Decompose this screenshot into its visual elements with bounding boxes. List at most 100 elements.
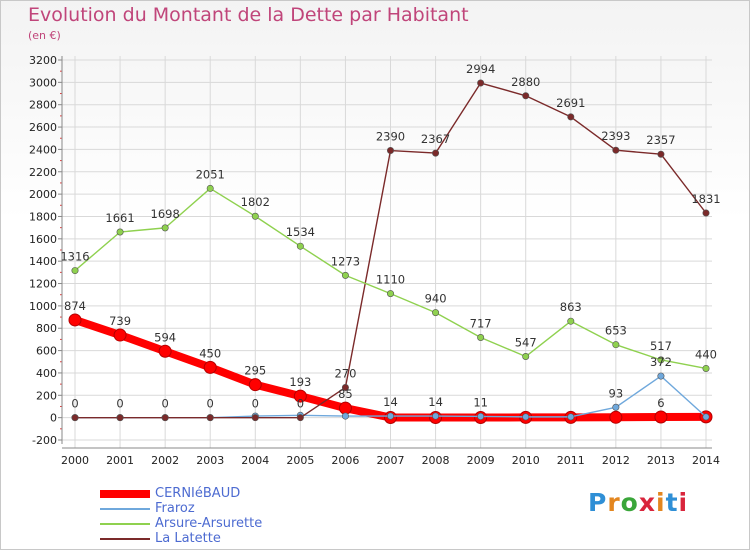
axis-layer: 3200300028002600240022002000180016001400…	[29, 54, 720, 467]
data-label: 1316	[60, 250, 89, 264]
x-tick-label: 2009	[467, 454, 495, 467]
y-tick-label: 2600	[29, 121, 57, 134]
series-point	[657, 356, 665, 364]
x-tick-label: 2014	[692, 454, 720, 467]
series-point	[567, 413, 575, 421]
data-label: 0	[116, 397, 123, 411]
series-point	[567, 317, 575, 325]
data-label: 717	[470, 317, 492, 331]
series-point	[71, 414, 79, 422]
x-tick-label: 2002	[151, 454, 179, 467]
data-label: 440	[695, 347, 717, 361]
y-tick-label: -200	[32, 434, 57, 447]
series-point	[657, 150, 665, 158]
data-label: 653	[605, 324, 627, 338]
y-tick-label: 0	[50, 412, 57, 425]
data-label: 2051	[196, 167, 225, 181]
legend-swatch	[100, 537, 150, 540]
series-point	[386, 147, 394, 155]
data-label: 270	[334, 366, 356, 380]
legend-label: CERNIéBAUD	[155, 486, 241, 501]
series-point	[702, 364, 710, 372]
series-point	[113, 328, 127, 342]
series-point	[341, 383, 349, 391]
data-label: 0	[297, 397, 304, 411]
x-tick-label: 2011	[557, 454, 585, 467]
x-tick-label: 2001	[106, 454, 134, 467]
y-tick-label: 200	[36, 389, 57, 402]
data-label: 372	[650, 355, 672, 369]
data-label: 2691	[556, 96, 585, 110]
x-tick-label: 2005	[286, 454, 314, 467]
series-point	[206, 414, 214, 422]
series-point	[251, 414, 259, 422]
series-point	[477, 334, 485, 342]
data-label: 594	[154, 330, 176, 344]
series-point	[702, 413, 710, 421]
series-point	[612, 403, 620, 411]
proxiti-logo: Proxiti	[588, 488, 689, 517]
y-tick-label: 1000	[29, 300, 57, 313]
series-point	[432, 149, 440, 157]
chart-unit-label: (en €)	[28, 29, 61, 42]
x-tick-label: 2006	[331, 454, 359, 467]
data-label: 1831	[691, 192, 720, 206]
y-tick-label: 400	[36, 367, 57, 380]
series-point	[567, 113, 575, 121]
data-label: 2880	[511, 75, 540, 89]
series-point	[251, 212, 259, 220]
series-point	[386, 290, 394, 298]
y-tick-label: 2400	[29, 143, 57, 156]
legend-label: La Latette	[155, 531, 221, 546]
series-point	[341, 412, 349, 420]
data-label: 517	[650, 339, 672, 353]
data-label: 863	[560, 300, 582, 314]
data-label: 193	[289, 375, 311, 389]
y-tick-label: 1600	[29, 233, 57, 246]
series-point	[296, 242, 304, 250]
series-point	[654, 410, 668, 424]
x-tick-label: 2000	[61, 454, 89, 467]
series-point	[522, 92, 530, 100]
data-label: 739	[109, 314, 131, 328]
series-point	[702, 209, 710, 217]
series-point	[612, 341, 620, 349]
y-tick-label: 1400	[29, 255, 57, 268]
data-label: 85	[338, 387, 353, 401]
data-label: 14	[428, 395, 443, 409]
legend-label: Arsure-Arsurette	[155, 516, 263, 531]
data-label-layer: 874 739 594 450 295 193 85 6 14 14 11 93 372 1316 1661…	[60, 62, 720, 411]
data-label: 1273	[331, 254, 360, 268]
series-point	[432, 412, 440, 420]
data-label: 2367	[421, 132, 450, 146]
x-tick-label: 2007	[377, 454, 405, 467]
data-label: 874	[64, 299, 86, 313]
series-point	[203, 360, 217, 374]
series-point	[293, 389, 307, 403]
y-tick-label: 600	[36, 345, 57, 358]
data-label: 940	[425, 292, 447, 306]
data-label: 1534	[286, 225, 315, 239]
y-tick-label: 2200	[29, 166, 57, 179]
data-label: 450	[199, 346, 221, 360]
page-title: Evolution du Montant de la Dette par Hab…	[28, 4, 469, 26]
data-label: 6	[657, 396, 664, 410]
series-point	[158, 344, 172, 358]
y-tick-label: 1800	[29, 210, 57, 223]
y-tick-label: 3200	[29, 54, 57, 67]
x-tick-label: 2012	[602, 454, 630, 467]
x-tick-label: 2004	[241, 454, 269, 467]
data-label: 1802	[241, 195, 270, 209]
x-tick-label: 2008	[422, 454, 450, 467]
series-point	[161, 224, 169, 232]
legend-swatch	[100, 522, 150, 525]
y-tick-label: 1200	[29, 278, 57, 291]
y-tick-label: 3000	[29, 76, 57, 89]
series-point	[386, 412, 394, 420]
data-label: 93	[609, 386, 624, 400]
series-point	[68, 313, 82, 327]
y-tick-label: 800	[36, 322, 57, 335]
series-point	[522, 353, 530, 361]
